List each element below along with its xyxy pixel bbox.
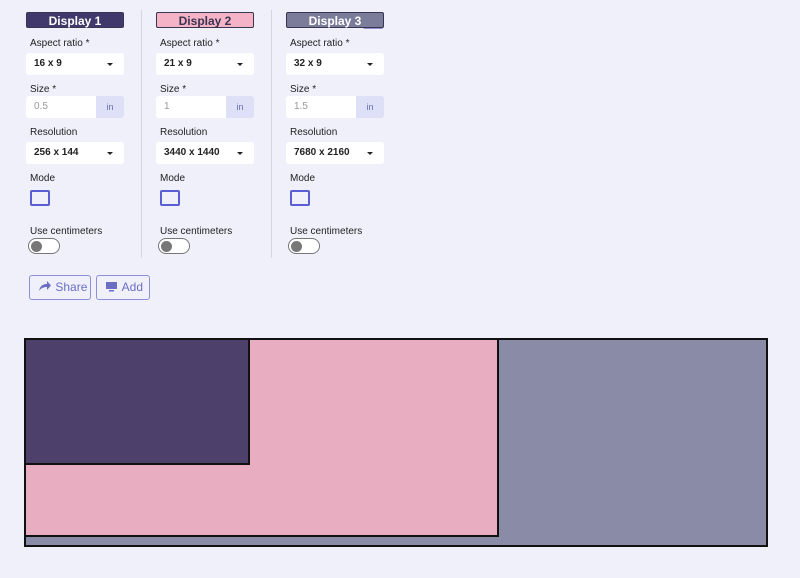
cm-toggle[interactable] xyxy=(288,238,320,254)
field-label: Use centimeters xyxy=(160,226,233,237)
field-label: Size * xyxy=(160,84,187,95)
field-label: Use centimeters xyxy=(30,226,103,237)
display-tab[interactable]: Display 1 xyxy=(26,12,124,28)
size-input[interactable]: 1.5 xyxy=(286,96,356,118)
cm-toggle[interactable] xyxy=(28,238,60,254)
mode-button[interactable] xyxy=(160,190,180,206)
aspect-select[interactable]: 21 x 9 xyxy=(156,53,254,75)
dropdown-caret xyxy=(107,152,113,155)
size-input[interactable]: 1 xyxy=(156,96,226,118)
resolution-select[interactable]: 3440 x 1440 xyxy=(156,142,254,164)
dropdown-caret xyxy=(237,152,243,155)
size-unit: in xyxy=(96,96,124,118)
field-label: Mode xyxy=(30,173,56,184)
field-label: Resolution xyxy=(30,127,78,138)
field-label: Use centimeters xyxy=(290,226,363,237)
size-input[interactable]: 0.5 xyxy=(26,96,96,118)
toggle-knob xyxy=(31,241,42,252)
dropdown-caret xyxy=(107,63,113,66)
share-icon xyxy=(39,281,51,291)
field-label: Resolution xyxy=(160,127,208,138)
toggle-knob xyxy=(161,241,172,252)
add-label: Add xyxy=(121,280,144,294)
cm-toggle[interactable] xyxy=(158,238,190,254)
field-label: Aspect ratio * xyxy=(30,38,90,49)
aspect-select[interactable]: 32 x 9 xyxy=(286,53,384,75)
field-label: Size * xyxy=(30,84,57,95)
preview-display xyxy=(24,338,250,465)
share-button[interactable]: Share xyxy=(29,275,91,300)
share-label: Share xyxy=(55,280,88,294)
size-unit: in xyxy=(226,96,254,118)
divider xyxy=(141,10,142,258)
field-label: Mode xyxy=(290,173,316,184)
field-label: Size * xyxy=(290,84,317,95)
size-unit: in xyxy=(356,96,384,118)
dropdown-caret xyxy=(237,63,243,66)
resolution-select[interactable]: 7680 x 2160 xyxy=(286,142,384,164)
add-button[interactable]: Add xyxy=(96,275,150,300)
divider xyxy=(271,10,272,258)
display-tab[interactable]: Display 3 xyxy=(286,12,384,28)
field-label: Mode xyxy=(160,173,186,184)
field-label: Aspect ratio * xyxy=(290,38,350,49)
dropdown-caret xyxy=(367,63,373,66)
aspect-select[interactable]: 16 x 9 xyxy=(26,53,124,75)
mode-button[interactable] xyxy=(30,190,50,206)
field-label: Resolution xyxy=(290,127,338,138)
mode-button[interactable] xyxy=(290,190,310,206)
resolution-select[interactable]: 256 x 144 xyxy=(26,142,124,164)
field-label: Aspect ratio * xyxy=(160,38,220,49)
display-tab[interactable]: Display 2 xyxy=(156,12,254,28)
add-icon xyxy=(106,282,117,292)
toggle-knob xyxy=(291,241,302,252)
dropdown-caret xyxy=(367,152,373,155)
